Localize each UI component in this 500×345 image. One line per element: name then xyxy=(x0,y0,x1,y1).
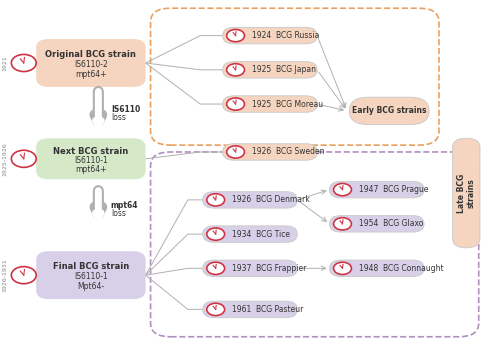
Circle shape xyxy=(226,64,244,76)
Text: IS6110-1: IS6110-1 xyxy=(74,273,108,282)
Text: Final BCG strain: Final BCG strain xyxy=(53,262,129,271)
Text: 1921: 1921 xyxy=(2,55,7,71)
FancyBboxPatch shape xyxy=(203,192,297,208)
Text: IS6110-2: IS6110-2 xyxy=(74,60,108,69)
Text: Next BCG strain: Next BCG strain xyxy=(54,147,128,156)
Text: mpt64: mpt64 xyxy=(111,200,138,209)
Text: IS6110-1: IS6110-1 xyxy=(74,156,108,165)
Text: Mpt64-: Mpt64- xyxy=(78,282,104,291)
Text: 1925  BCG Japan: 1925 BCG Japan xyxy=(252,65,316,74)
FancyBboxPatch shape xyxy=(203,260,297,277)
Circle shape xyxy=(12,55,36,71)
Text: Original BCG strain: Original BCG strain xyxy=(46,50,136,59)
Circle shape xyxy=(206,262,224,275)
Text: 1954  BCG Glaxo: 1954 BCG Glaxo xyxy=(359,219,424,228)
Text: 1961  BCG Pasteur: 1961 BCG Pasteur xyxy=(232,305,304,314)
Text: 1934  BCG Tice: 1934 BCG Tice xyxy=(232,230,290,239)
FancyBboxPatch shape xyxy=(330,216,424,232)
Circle shape xyxy=(206,228,224,240)
Circle shape xyxy=(226,98,244,110)
FancyBboxPatch shape xyxy=(203,301,297,318)
FancyBboxPatch shape xyxy=(452,138,480,248)
Circle shape xyxy=(334,184,351,196)
Text: 1926  BCG Sweden: 1926 BCG Sweden xyxy=(252,147,324,157)
Text: 1937  BCG Frappier: 1937 BCG Frappier xyxy=(232,264,306,273)
Text: 1924  BCG Russia: 1924 BCG Russia xyxy=(252,31,320,40)
FancyBboxPatch shape xyxy=(222,27,317,44)
Circle shape xyxy=(206,194,224,206)
FancyBboxPatch shape xyxy=(36,251,146,299)
Circle shape xyxy=(334,218,351,230)
Circle shape xyxy=(226,29,244,42)
FancyBboxPatch shape xyxy=(330,181,424,198)
Text: loss: loss xyxy=(111,209,126,218)
Text: 1925  BCG Moreau: 1925 BCG Moreau xyxy=(252,100,323,109)
Text: 1926  BCG Denmark: 1926 BCG Denmark xyxy=(232,195,310,204)
Text: Early BCG strains: Early BCG strains xyxy=(352,106,426,115)
Text: 1948  BCG Connaught: 1948 BCG Connaught xyxy=(359,264,444,273)
Text: mpt64+: mpt64+ xyxy=(75,165,106,174)
Circle shape xyxy=(12,267,36,284)
Text: loss: loss xyxy=(111,113,126,122)
Text: Late BCG
strains: Late BCG strains xyxy=(456,174,476,213)
FancyBboxPatch shape xyxy=(203,226,297,242)
Text: IS6110: IS6110 xyxy=(111,105,140,114)
Circle shape xyxy=(206,303,224,316)
Text: mpt64+: mpt64+ xyxy=(75,70,106,79)
FancyBboxPatch shape xyxy=(36,39,146,87)
Text: 1926-1931: 1926-1931 xyxy=(2,258,7,292)
Circle shape xyxy=(334,262,351,275)
FancyBboxPatch shape xyxy=(350,97,429,125)
Text: 1925-1926: 1925-1926 xyxy=(2,142,7,176)
FancyBboxPatch shape xyxy=(222,96,317,112)
Circle shape xyxy=(226,146,244,158)
Circle shape xyxy=(12,150,36,167)
FancyBboxPatch shape xyxy=(222,62,317,78)
FancyBboxPatch shape xyxy=(36,138,146,179)
Text: 1947  BCG Prague: 1947 BCG Prague xyxy=(359,185,428,194)
FancyBboxPatch shape xyxy=(222,144,317,160)
FancyBboxPatch shape xyxy=(330,260,424,277)
